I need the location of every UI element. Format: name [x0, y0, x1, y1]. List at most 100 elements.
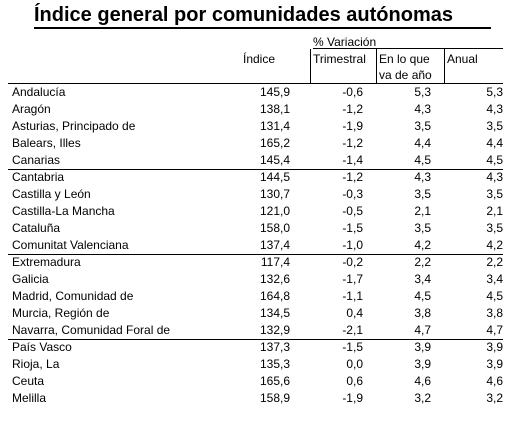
row-indice: 130,7	[259, 187, 290, 201]
row-en-lo-que-va-de-ano: 4,5	[414, 289, 431, 303]
row-name: Aragón	[12, 102, 51, 116]
row-name: Andalucía	[12, 85, 66, 99]
row-name: Navarra, Comunidad Foral de	[12, 323, 171, 337]
table-row: Cantabria 144,5 -1,2 4,3 4,3	[0, 169, 527, 186]
header-bottom-rule	[8, 83, 503, 84]
row-anual: 3,5	[486, 119, 503, 133]
row-en-lo-que-va-de-ano: 2,2	[414, 255, 431, 269]
row-trimestral: -1,0	[342, 238, 363, 252]
row-anual: 5,3	[486, 85, 503, 99]
row-indice: 145,9	[259, 85, 290, 99]
row-trimestral: 0,6	[346, 374, 363, 388]
row-name: País Vasco	[12, 340, 72, 354]
row-indice: 164,8	[259, 289, 290, 303]
table-row: Comunitat Valenciana 137,4 -1,0 4,2 4,2	[0, 237, 527, 254]
row-name: Rioja, La	[12, 357, 60, 371]
row-anual: 3,9	[486, 357, 503, 371]
row-name: Murcia, Región de	[12, 306, 110, 320]
row-name: Comunitat Valenciana	[12, 238, 129, 252]
row-indice: 138,1	[259, 102, 290, 116]
row-trimestral: -1,2	[342, 170, 363, 184]
title-underline	[34, 27, 491, 29]
row-name: Melilla	[12, 391, 47, 405]
header-en-lo-que-line2: va de año	[379, 68, 432, 82]
table-row: Castilla-La Mancha 121,0 -0,5 2,1 2,1	[0, 203, 527, 220]
row-trimestral: -1,5	[342, 221, 363, 235]
header-en-lo-que-va-de-ano: En lo que va de año	[379, 51, 432, 83]
header-variacion-rule	[313, 48, 503, 49]
group-divider	[8, 339, 503, 340]
table-row: Asturias, Principado de 131,4 -1,9 3,5 3,5	[0, 118, 527, 135]
group-divider	[8, 169, 503, 170]
row-indice: 117,4	[260, 255, 290, 269]
row-name: Canarias	[12, 153, 61, 167]
header-variacion: % Variación	[313, 35, 377, 49]
table-row: Extremadura 117,4 -0,2 2,2 2,2	[0, 254, 527, 271]
row-anual: 4,3	[486, 102, 503, 116]
header-en-lo-que-line1: En lo que	[379, 52, 430, 66]
table-row: Aragón 138,1 -1,2 4,3 4,3	[0, 101, 527, 118]
row-indice: 121,0	[259, 204, 290, 218]
row-indice: 132,9	[259, 323, 290, 337]
header-indice: Índice	[243, 52, 276, 66]
row-name: Castilla y León	[12, 187, 91, 201]
row-trimestral: -0,5	[342, 204, 363, 218]
row-name: Asturias, Principado de	[12, 119, 136, 133]
row-indice: 131,4	[259, 119, 290, 133]
table-row: Canarias 145,4 -1,4 4,5 4,5	[0, 152, 527, 169]
row-anual: 3,9	[486, 340, 503, 354]
row-en-lo-que-va-de-ano: 5,3	[414, 85, 431, 99]
row-anual: 4,5	[486, 289, 503, 303]
table-row: Cataluña 158,0 -1,5 3,5 3,5	[0, 220, 527, 237]
row-en-lo-que-va-de-ano: 3,8	[414, 306, 431, 320]
row-name: Cantabria	[12, 170, 65, 184]
row-trimestral: 0,0	[346, 357, 363, 371]
table-row: Galicia 132,6 -1,7 3,4 3,4	[0, 271, 527, 288]
row-name: Madrid, Comunidad de	[12, 289, 134, 303]
row-anual: 4,2	[486, 238, 503, 252]
row-trimestral: -1,5	[342, 340, 363, 354]
table-row: Andalucía 145,9 -0,6 5,3 5,3	[0, 84, 527, 101]
row-trimestral: -1,9	[342, 391, 363, 405]
row-anual: 3,5	[486, 187, 503, 201]
row-anual: 2,2	[486, 255, 503, 269]
row-en-lo-que-va-de-ano: 3,5	[414, 187, 431, 201]
row-name: Cataluña	[12, 221, 61, 235]
row-indice: 158,0	[259, 221, 290, 235]
row-trimestral: -0,6	[342, 85, 363, 99]
data-table: Andalucía 145,9 -0,6 5,3 5,3 Aragón 138,1 -1,2 4…	[0, 84, 527, 407]
row-en-lo-que-va-de-ano: 3,5	[414, 221, 431, 235]
row-en-lo-que-va-de-ano: 4,5	[414, 153, 431, 167]
row-indice: 135,3	[259, 357, 290, 371]
row-name: Galicia	[12, 272, 49, 286]
row-anual: 3,2	[486, 391, 503, 405]
row-anual: 4,3	[486, 170, 503, 184]
row-en-lo-que-va-de-ano: 4,6	[414, 374, 431, 388]
row-indice: 132,6	[259, 272, 290, 286]
row-anual: 3,5	[486, 221, 503, 235]
table-row: Rioja, La 135,3 0,0 3,9 3,9	[0, 356, 527, 373]
header-divider	[376, 49, 377, 83]
row-trimestral: -2,1	[342, 323, 363, 337]
row-indice: 137,4	[259, 238, 290, 252]
row-name: Castilla-La Mancha	[12, 204, 115, 218]
table-row: Navarra, Comunidad Foral de 132,9 -2,1 4,7 4…	[0, 322, 527, 339]
table-row: Melilla 158,9 -1,9 3,2 3,2	[0, 390, 527, 407]
row-anual: 3,8	[486, 306, 503, 320]
row-indice: 165,6	[259, 374, 290, 388]
row-indice: 165,2	[259, 136, 290, 150]
row-indice: 158,9	[259, 391, 290, 405]
row-trimestral: -1,2	[342, 136, 363, 150]
row-en-lo-que-va-de-ano: 3,4	[414, 272, 431, 286]
row-indice: 134,5	[259, 306, 290, 320]
table-row: Ceuta 165,6 0,6 4,6 4,6	[0, 373, 527, 390]
row-trimestral: -0,2	[342, 255, 363, 269]
row-anual: 3,4	[486, 272, 503, 286]
row-trimestral: -0,3	[342, 187, 363, 201]
row-indice: 137,3	[259, 340, 290, 354]
row-en-lo-que-va-de-ano: 4,7	[414, 323, 431, 337]
row-trimestral: -1,2	[342, 102, 363, 116]
page-title: Índice general por comunidades autónomas	[34, 4, 453, 26]
row-trimestral: -1,4	[342, 153, 363, 167]
header-trimestral: Trimestral	[313, 52, 366, 66]
